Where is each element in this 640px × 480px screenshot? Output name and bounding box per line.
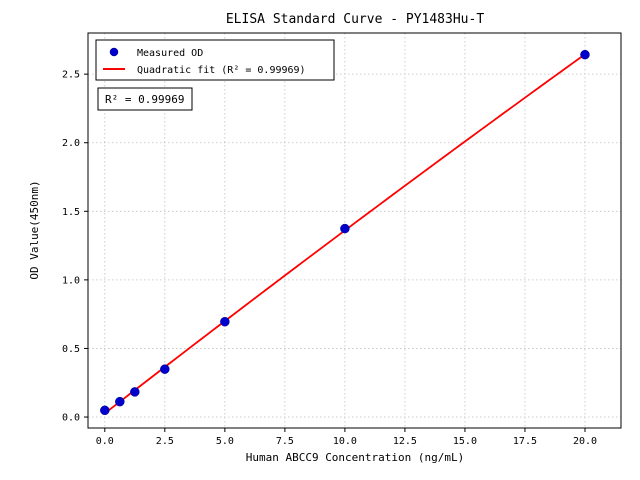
measured-od-points xyxy=(100,49,590,416)
r-squared-annotation-frame xyxy=(97,87,193,111)
y-tick-label: 0.0 xyxy=(62,413,80,424)
y-tick-label: 0.5 xyxy=(62,344,80,355)
tick-marks-and-labels: 0.0 2.5 5.0 7.5 10.0 12.5 15.0 17.5 20.0 0.0 0.5 1.… xyxy=(62,70,597,447)
legend: Measured OD Quadratic fit (R² = 0.99969) xyxy=(95,39,335,81)
legend-label-measured-od: Measured OD xyxy=(137,48,203,59)
x-tick-label: 15.0 xyxy=(453,436,477,447)
data-point xyxy=(580,49,590,60)
y-tick-label: 2.5 xyxy=(62,70,80,81)
y-tick-label: 2.0 xyxy=(62,138,80,149)
x-axis-label: Human ABCC9 Concentration (ng/mL) xyxy=(246,451,465,464)
data-point xyxy=(130,387,140,397)
data-point xyxy=(100,405,110,416)
x-tick-label: 12.5 xyxy=(393,436,417,447)
y-tick-label: 1.5 xyxy=(62,207,80,218)
x-tick-label: 10.0 xyxy=(333,436,357,447)
x-tick-label: 5.0 xyxy=(216,436,234,447)
data-point xyxy=(160,364,170,374)
x-tick-label: 7.5 xyxy=(276,436,294,447)
legend-label-quadratic-fit: Quadratic fit (R² = 0.99969) xyxy=(137,65,306,76)
r-squared-annotation-text: R² = 0.99969 xyxy=(105,93,184,106)
x-tick-label: 17.5 xyxy=(513,436,537,447)
x-tick-label: 20.0 xyxy=(573,436,597,447)
r-squared-annotation: R² = 0.99969 xyxy=(97,87,193,111)
x-tick-label: 0.0 xyxy=(96,436,114,447)
y-tick-label: 1.0 xyxy=(62,275,80,286)
y-axis-label: OD Value(450nm) xyxy=(28,180,41,279)
grid-lines xyxy=(88,33,621,428)
data-point xyxy=(115,396,125,407)
plot-area: 0.0 2.5 5.0 7.5 10.0 12.5 15.0 17.5 20.0 0.0 0.5 1.… xyxy=(62,32,622,447)
axes-frame xyxy=(87,32,622,429)
chart-title: ELISA Standard Curve - PY1483Hu-T xyxy=(226,12,484,27)
x-tick-label: 2.5 xyxy=(156,436,174,447)
legend-frame xyxy=(95,39,335,81)
legend-marker-measured-od-icon xyxy=(109,47,119,57)
data-point xyxy=(340,223,350,234)
data-point xyxy=(220,316,230,327)
